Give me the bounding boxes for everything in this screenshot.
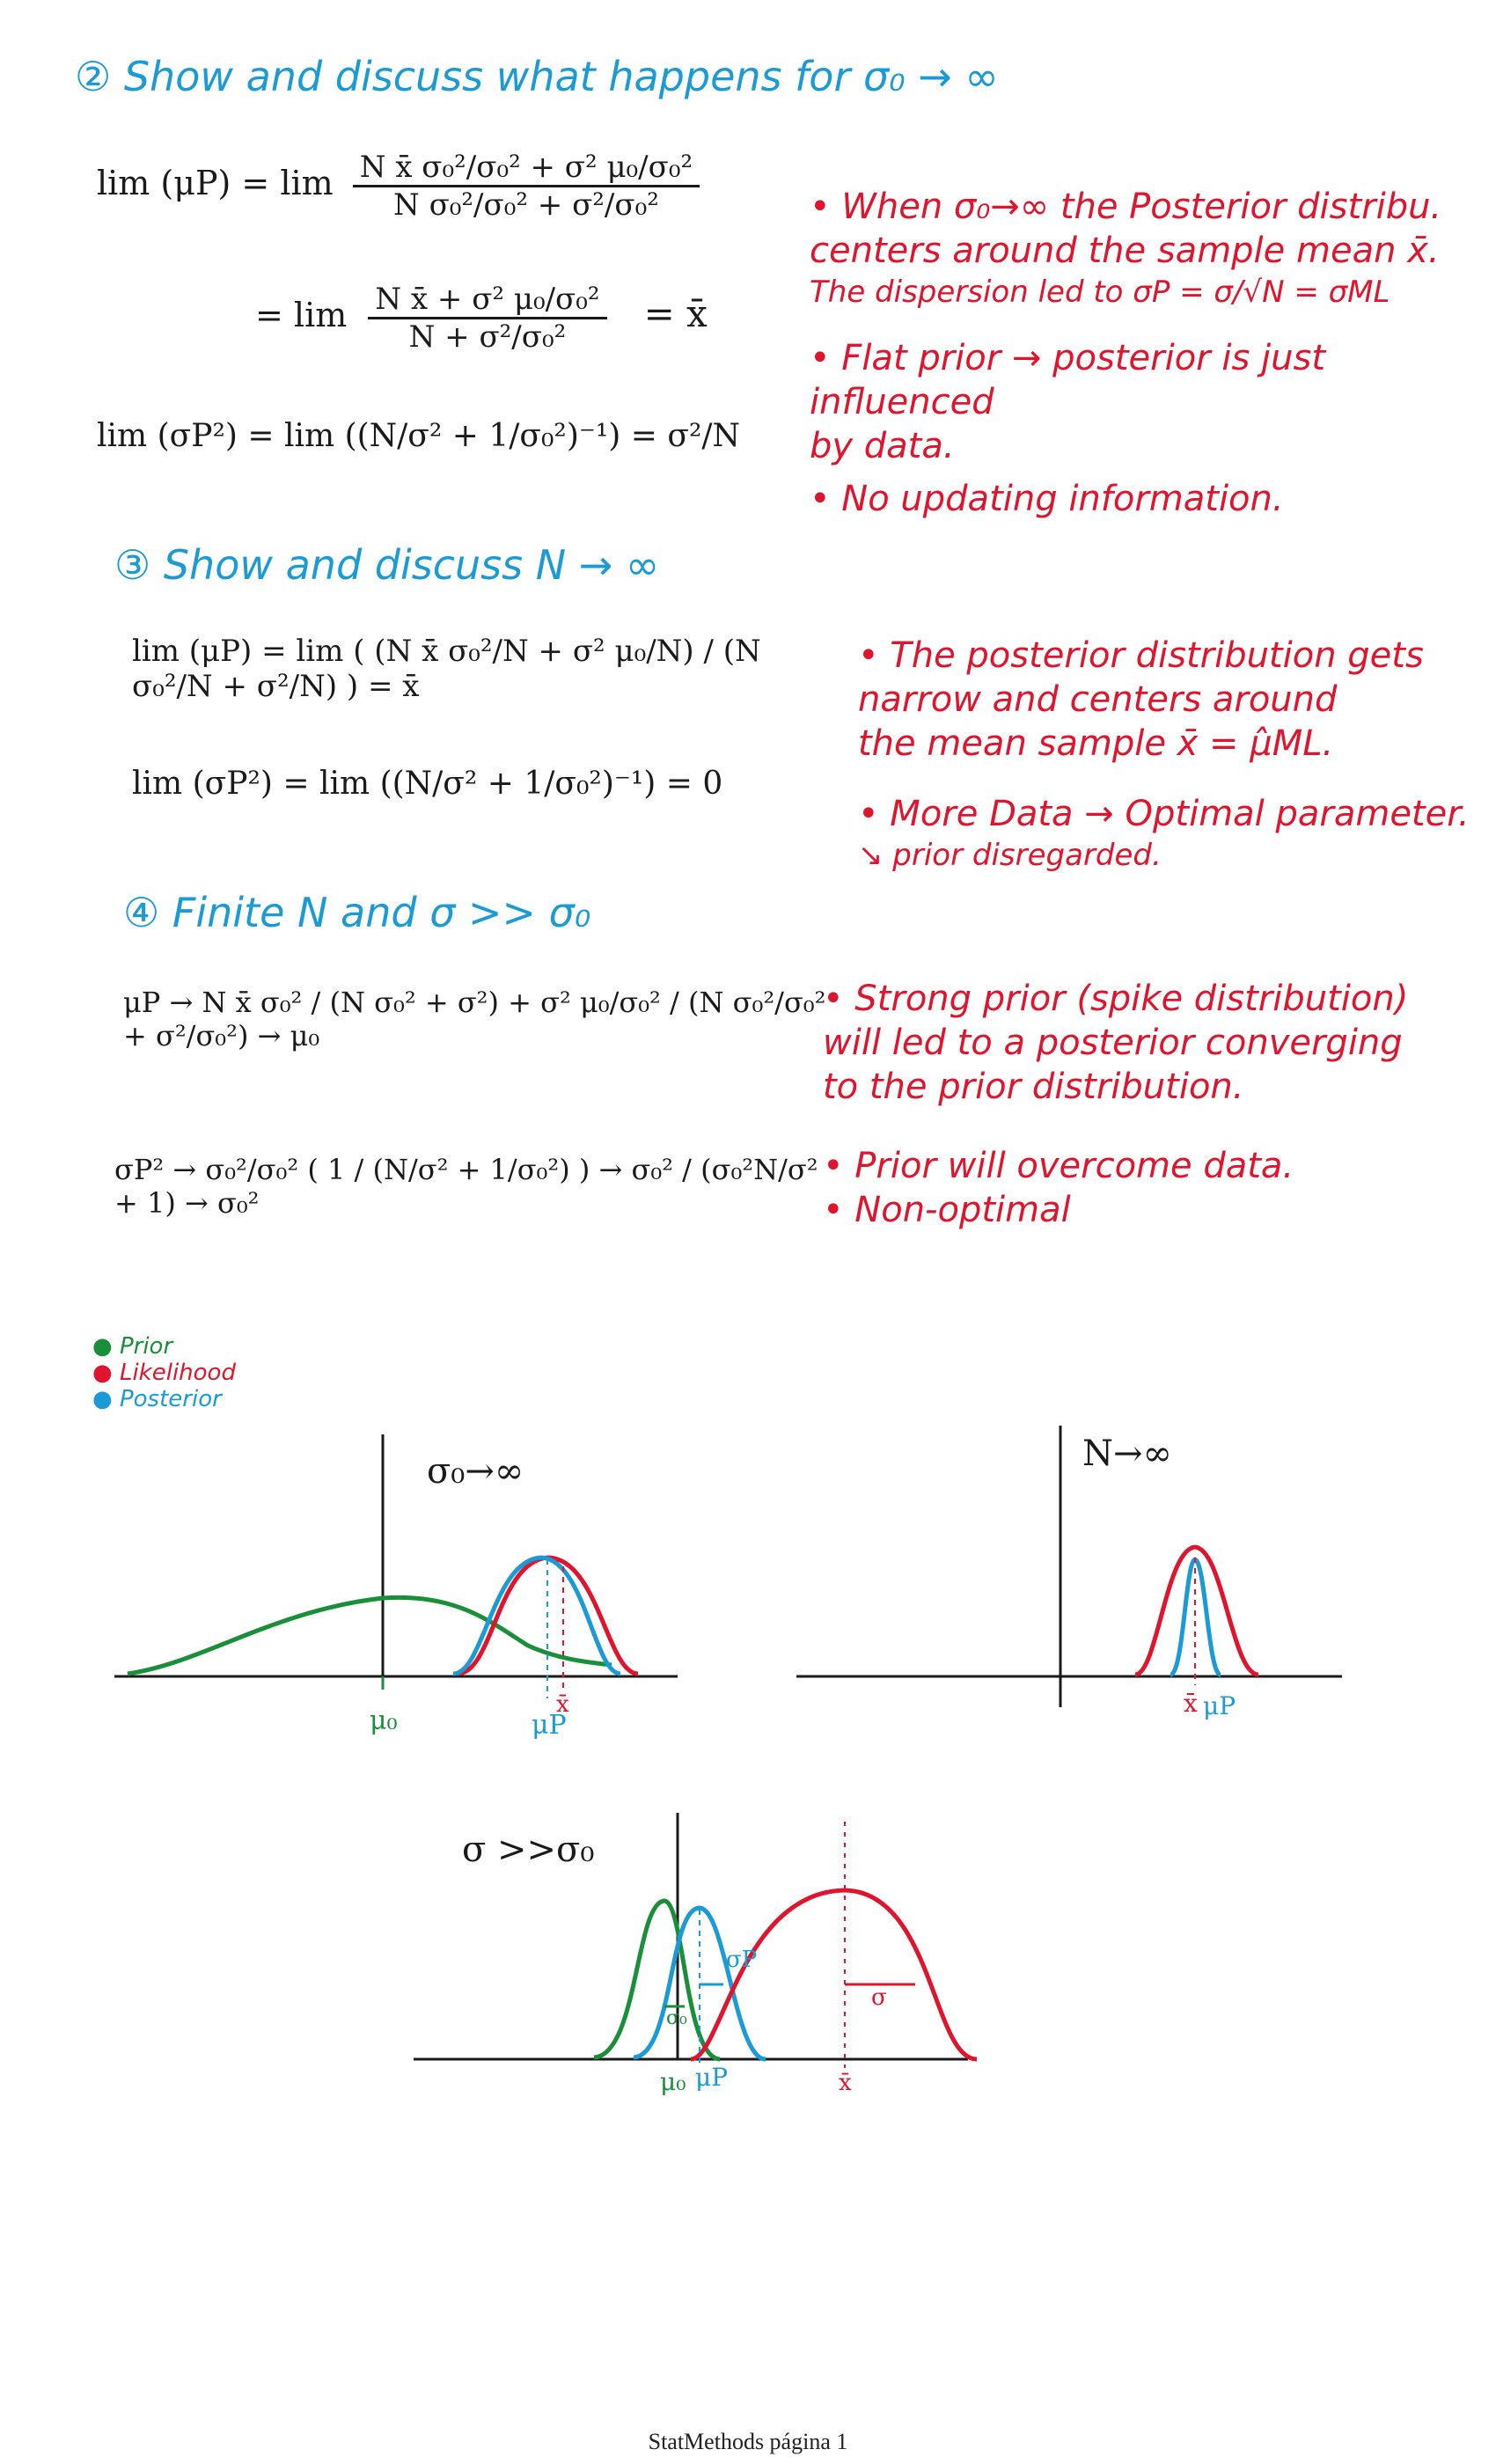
posterior-curve [633,1905,766,2062]
s4-equation-sigma: σP² → σ₀²/σ₀² ( 1 / (N/σ² + 1/σ₀²) ) → σ… [114,1153,818,1220]
s3-note-line: narrow and centers around [858,679,1338,720]
s2-equation-sigma: lim (σP²) = lim ((N/σ² + 1/σ₀²)⁻¹) = σ²/… [97,418,741,454]
s2-note-line: centers around the sample mean x̄. [810,231,1440,271]
mu-0-label: μ₀ [370,1705,398,1736]
sigma-label: σ [871,1984,887,2011]
s3-note-line: • More Data → Optimal parameter. [858,794,1470,834]
s2-equation-mu-step2: = lim N x̄ + σ² μ₀/σ₀² N + σ²/σ₀² = x̄ [255,282,708,355]
s2-note-line: by data. [810,426,955,466]
x-bar-label: x̄ [1184,1689,1198,1718]
plot-title: σ >>σ₀ [462,1830,594,1870]
x-bar-label: x̄ [556,1691,569,1718]
s3-equation-sigma: lim (σP²) = lim ((N/σ² + 1/σ₀²)⁻¹) = 0 [132,766,723,802]
sigma-0-label: σ₀ [666,2007,687,2029]
posterior-curve [452,1555,621,1676]
section-4-title: ④ Finite N and σ >> σ₀ [123,889,591,936]
plot-sigma-much-greater-sigma0: σ >>σ₀ μ₀ μP x̄ σP σ₀ σ [414,1813,978,2096]
legend: ● Prior ● Likelihood ● Posterior [92,1333,236,1412]
s3-note-line: ↘ prior disregarded. [858,838,1162,873]
s4-note-line: • Prior will overcome data. [823,1146,1294,1186]
mu-p-label: μP [532,1710,567,1741]
s4-note-line: • Non-optimal [823,1190,1071,1230]
plot-title: N→∞ [1082,1434,1172,1474]
page-footer: StatMethods página 1 [648,2429,848,2454]
likelihood-curve [1134,1544,1259,1677]
s2-equation-mu: lim (μP) = lim N x̄ σ₀²/σ₀² + σ² μ₀/σ₀² … [97,150,792,223]
section-2-title: ② Show and discuss what happens for σ₀ →… [75,53,999,100]
s3-equation-mu: lim (μP) = lim ( (N x̄ σ₀²/N + σ² μ₀/N) … [132,634,761,704]
s2-note-line: The dispersion led to σP = σ/√N = σML [810,275,1390,310]
s2-note-line: • When σ₀→∞ the Posterior distribu. [810,187,1442,227]
s4-note-line: to the prior distribution. [823,1067,1244,1107]
likelihood-curve [690,1888,978,2062]
section-3-title: ③ Show and discuss N → ∞ [114,541,660,589]
sigma-p-label: σP [726,1947,757,1973]
legend-item-posterior: ● Posterior [92,1386,222,1412]
x-bar-label: x̄ [839,2070,852,2096]
s2-notes: • When σ₀→∞ the Posterior distribu. cent… [810,185,1461,521]
s4-equation-mu: μP → N x̄ σ₀² / (N σ₀² + σ²) + σ² μ₀/σ₀²… [123,986,826,1052]
s3-notes: • The posterior distribution gets narrow… [858,634,1474,875]
s2-eq2-result: = x̄ [643,292,708,335]
s3-note-line: • The posterior distribution gets [858,635,1424,676]
s3-note-line: the mean sample x̄ = μ̂ML. [858,723,1334,764]
s4-notes: • Strong prior (spike distribution) will… [823,977,1474,1232]
plot-n-infinity: N→∞ x̄ μP [796,1426,1342,1720]
s2-eq2-numerator: N x̄ + σ² μ₀/σ₀² [368,282,607,319]
plot-title: σ₀→∞ [427,1451,524,1492]
s2-eq2-denominator: N + σ²/σ₀² [408,319,567,355]
mu-p-label: μP [695,2063,728,2092]
mu-p-label: μP [1203,1691,1236,1720]
prior-curve [593,1898,721,2062]
legend-item-prior: ● Prior [92,1333,173,1360]
s4-note-line: will led to a posterior converging [823,1023,1403,1063]
legend-item-likelihood: ● Likelihood [92,1360,236,1386]
plot-sigma0-infinity: σ₀→∞ μ₀ μP x̄ [114,1434,678,1741]
s2-eq1-lhs: lim (μP) = lim [97,164,334,202]
mu-0-label: μ₀ [660,2067,686,2096]
s4-note-line: • Strong prior (spike distribution) [823,979,1409,1019]
s2-eq1-denominator: N σ₀²/σ₀² + σ²/σ₀² [393,187,659,223]
prior-curve [127,1595,612,1676]
s2-note-line: • Flat prior → posterior is just influen… [810,338,1325,422]
s2-note-line: • No updating information. [810,479,1284,519]
s2-eq1-numerator: N x̄ σ₀²/σ₀² + σ² μ₀/σ₀² [352,150,700,187]
